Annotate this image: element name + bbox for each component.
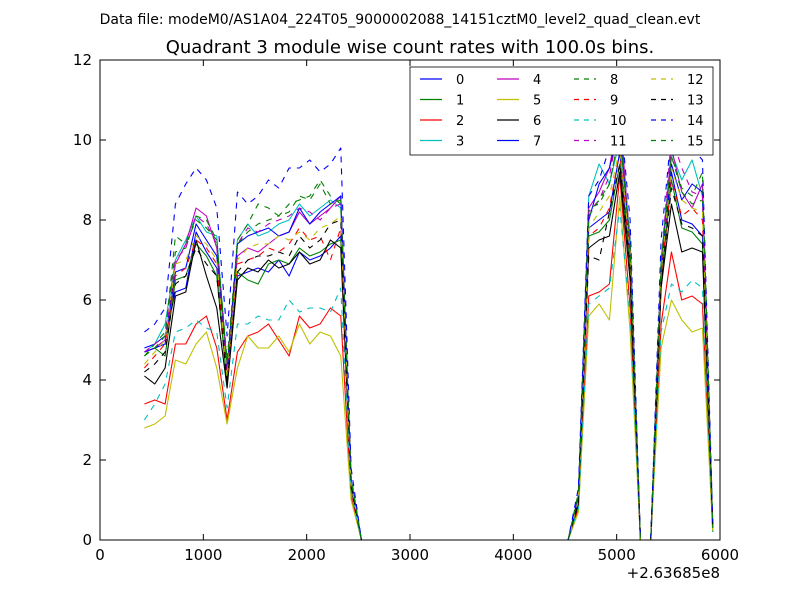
- series-line-15: [144, 131, 714, 540]
- y-tick-label: 0: [82, 531, 92, 549]
- legend-label-12: 12: [687, 73, 704, 88]
- legend-label-8: 8: [610, 73, 618, 88]
- series-line-1: [144, 163, 714, 540]
- series-line-11: [144, 119, 714, 540]
- series-line-8: [144, 131, 714, 540]
- legend-label-6: 6: [533, 114, 541, 129]
- legend-label-2: 2: [456, 114, 464, 129]
- y-tick-label: 2: [82, 451, 92, 469]
- legend-label-14: 14: [687, 114, 704, 129]
- x-tick-label: 5000: [598, 546, 636, 564]
- x-tick-label: 1000: [184, 546, 222, 564]
- series-line-13: [144, 163, 714, 540]
- legend-label-11: 11: [610, 135, 627, 150]
- chart-title: Quadrant 3 module wise count rates with …: [166, 37, 655, 58]
- series-line-10: [143, 207, 714, 540]
- x-offset-label: +2.63685e8: [627, 564, 720, 582]
- legend-label-3: 3: [456, 135, 464, 150]
- series-line-4: [144, 107, 714, 540]
- series-lines: [143, 107, 714, 540]
- x-tick-label: 6000: [701, 546, 739, 564]
- series-line-5: [144, 195, 714, 540]
- y-tick-label: 12: [73, 51, 92, 69]
- legend-label-0: 0: [456, 73, 464, 88]
- x-tick-label: 2000: [288, 546, 326, 564]
- legend-label-15: 15: [687, 135, 704, 150]
- legend-label-5: 5: [533, 94, 541, 109]
- x-tick-label: 3000: [391, 546, 429, 564]
- y-tick-label: 10: [73, 131, 92, 149]
- y-tick-label: 8: [82, 211, 92, 229]
- x-tick-label: 0: [95, 546, 105, 564]
- series-line-9: [144, 151, 714, 540]
- plot-area: 0 1000 2000 3000 4000 5000 6000024681012012345…: [73, 51, 739, 564]
- y-tick-label: 6: [82, 291, 92, 309]
- y-tick-label: 4: [82, 371, 92, 389]
- legend-label-1: 1: [456, 94, 464, 109]
- legend-label-4: 4: [533, 73, 541, 88]
- series-line-12: [144, 147, 714, 540]
- legend-label-13: 13: [687, 94, 704, 109]
- legend-label-10: 10: [610, 114, 627, 129]
- series-line-2: [144, 175, 714, 540]
- x-tick-label: 4000: [494, 546, 532, 564]
- data-file-note: Data file: modeM0/AS1A04_224T05_90000020…: [100, 12, 701, 28]
- legend-label-9: 9: [610, 94, 618, 109]
- series-line-3: [144, 139, 714, 540]
- legend-label-7: 7: [533, 135, 541, 150]
